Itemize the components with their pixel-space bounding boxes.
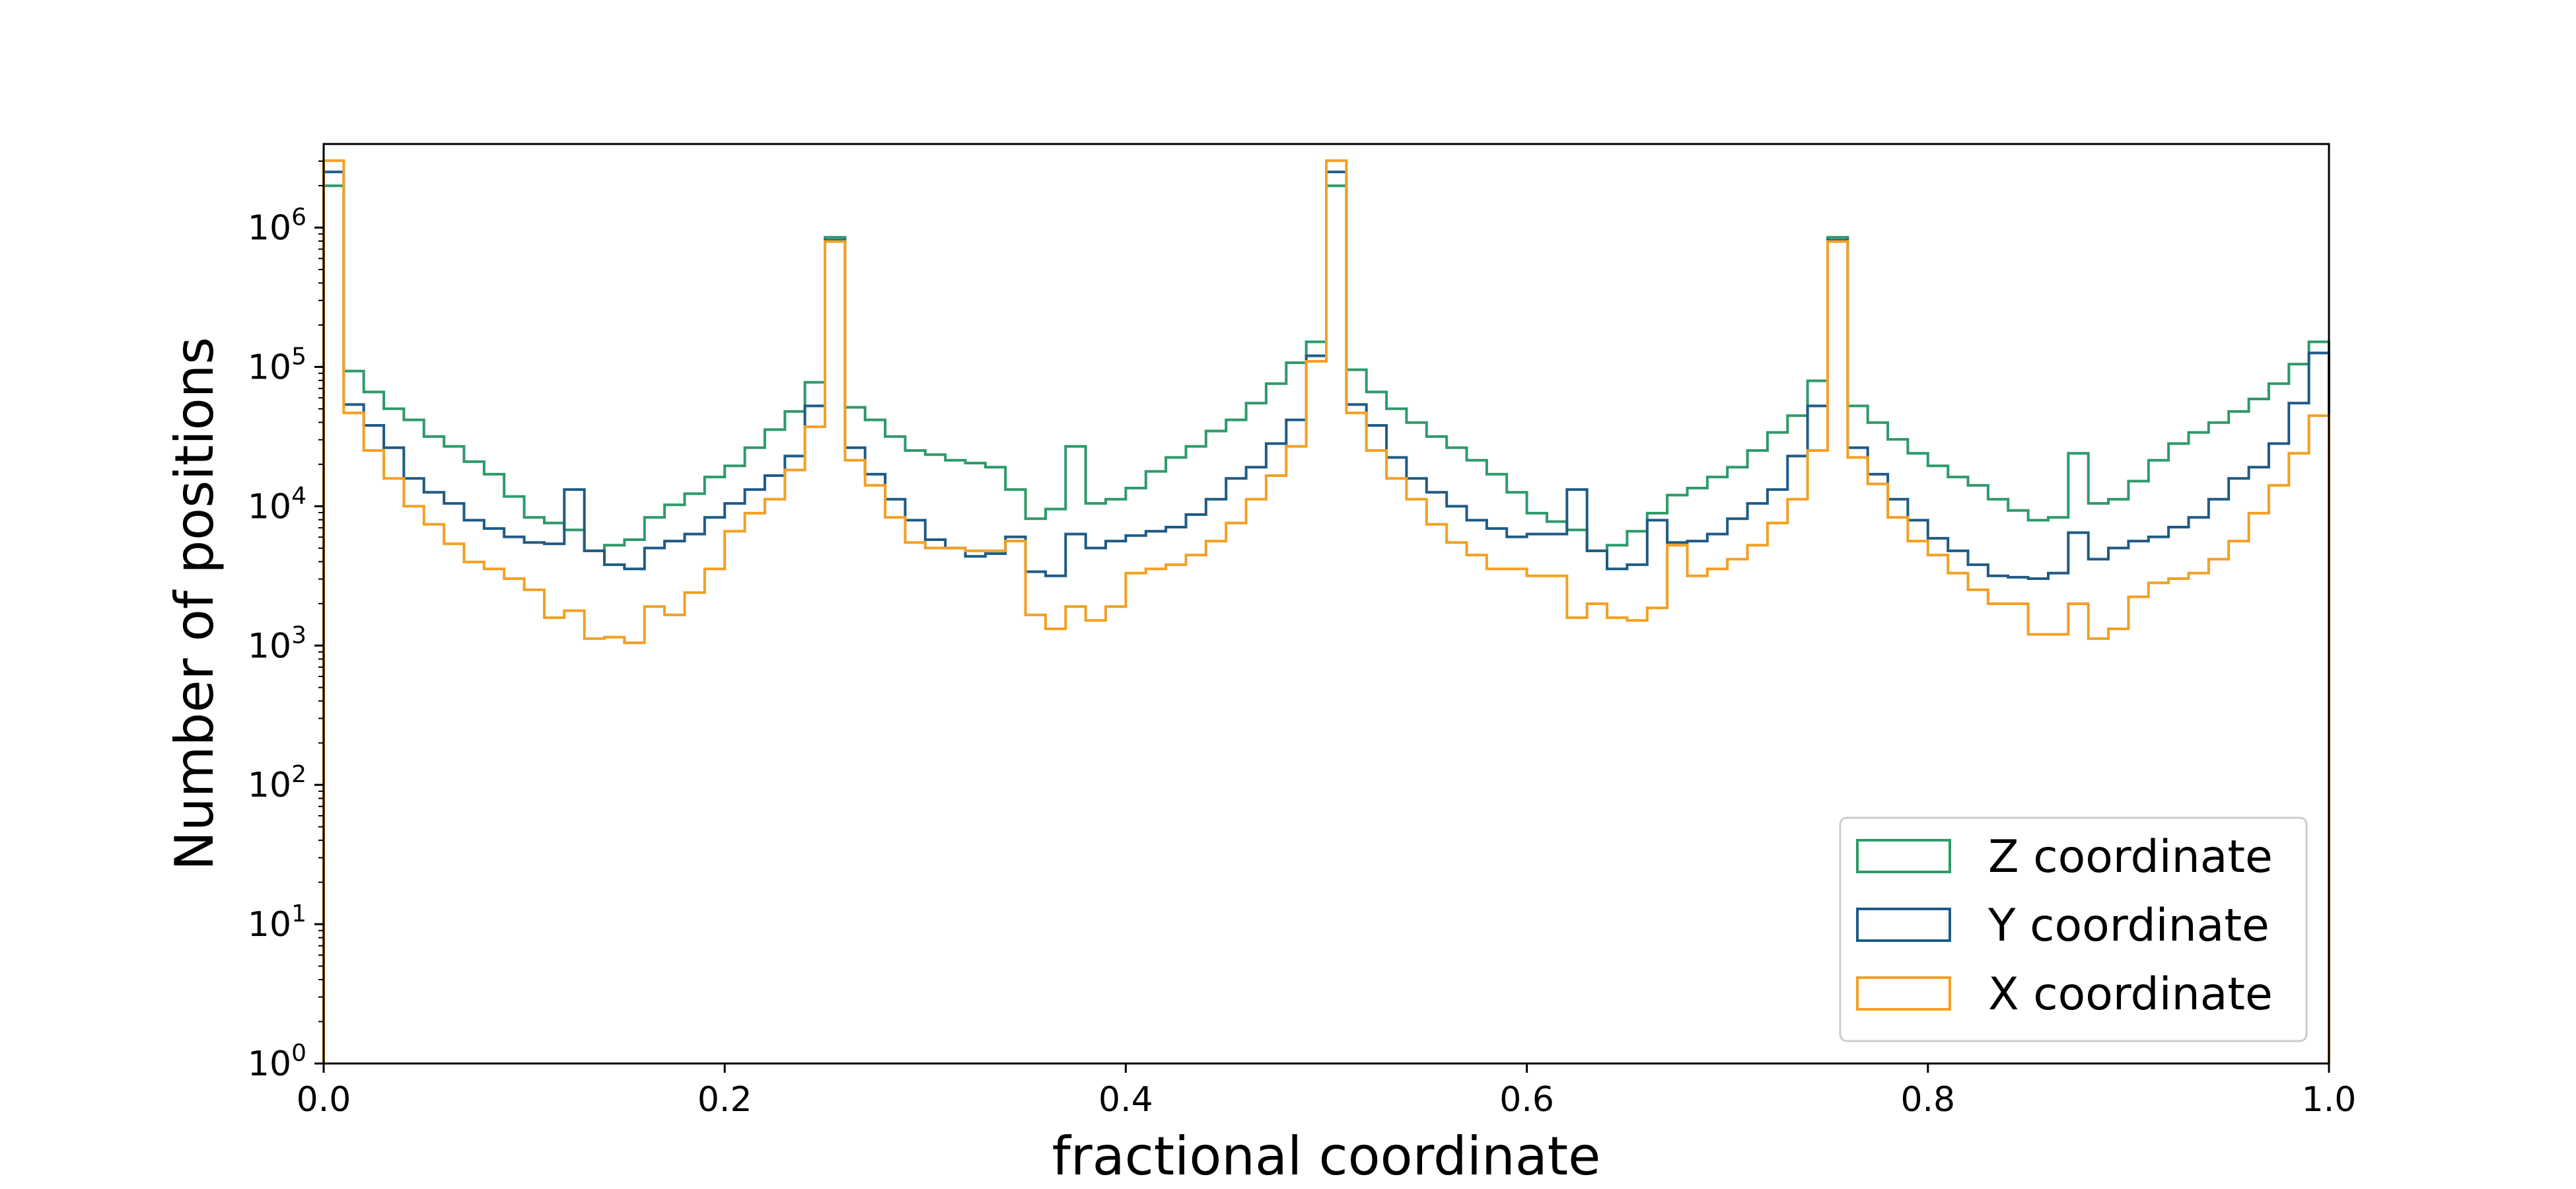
legend-label-z: Z coordinate — [1988, 831, 2273, 883]
x-tick-label: 0.6 — [1499, 1080, 1554, 1120]
y-axis-ticks: 100 101 102 103 104 105 106 — [248, 160, 324, 1084]
legend-label-y: Y coordinate — [1987, 900, 2270, 952]
series-x-coordinate — [322, 159, 2330, 1063]
x-tick-label: 0.0 — [297, 1080, 351, 1120]
legend: Z coordinate Y coordinate X coordinate — [1839, 816, 2308, 1042]
series-layer — [322, 159, 2330, 1063]
y-tick-label: 102 — [248, 761, 306, 805]
x-tick-label: 0.8 — [1900, 1080, 1955, 1120]
legend-swatch-z — [1856, 839, 1951, 873]
x-tick-label: 1.0 — [2302, 1080, 2357, 1120]
y-tick-label: 100 — [248, 1040, 306, 1084]
x-axis-ticks: 0.0 0.2 0.4 0.6 0.8 1.0 — [297, 1063, 2357, 1120]
y-tick-label: 104 — [248, 482, 306, 526]
legend-box — [1839, 816, 2308, 1042]
legend-label-x: X coordinate — [1988, 968, 2273, 1021]
y-tick-label: 105 — [248, 343, 306, 387]
legend-swatch-x — [1856, 976, 1951, 1011]
y-axis-title: Number of positions — [164, 337, 225, 871]
x-tick-label: 0.4 — [1098, 1080, 1153, 1120]
y-tick-label: 106 — [248, 204, 306, 248]
legend-swatch-y — [1856, 908, 1951, 942]
x-tick-label: 0.2 — [698, 1080, 752, 1120]
y-tick-label: 103 — [248, 622, 306, 666]
x-axis-title: fractional coordinate — [1052, 1126, 1601, 1187]
y-tick-label: 101 — [248, 900, 306, 945]
